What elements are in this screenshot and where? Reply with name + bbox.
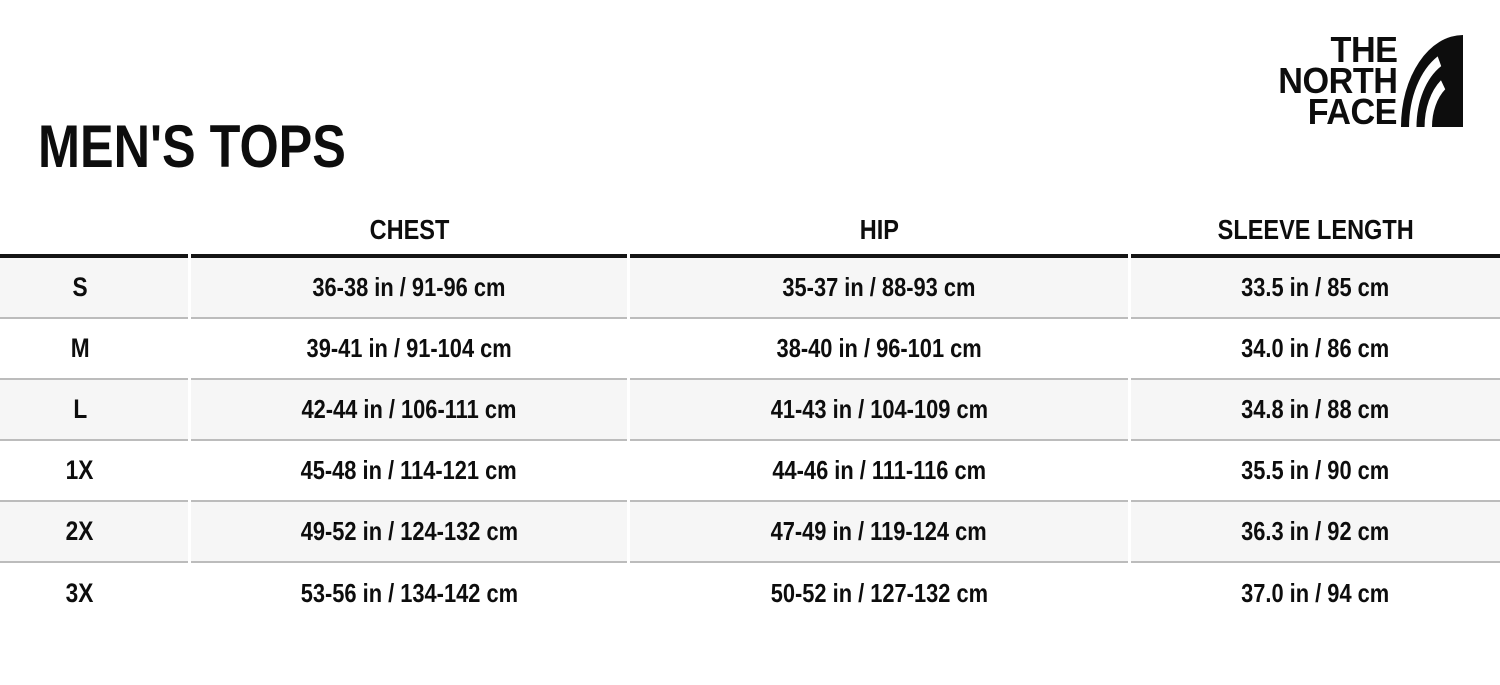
chest-value: 53-56 in / 134-142 cm [191,563,627,623]
hip-value: 38-40 in / 96-101 cm [630,319,1128,380]
brand-line-2: NORTH [1277,60,1398,101]
page-title: MEN'S TOPS [38,113,346,181]
half-dome-icon [1401,35,1463,127]
table-row: S 36-38 in / 91-96 cm 35-37 in / 88-93 c… [0,258,1500,319]
hip-value: 44-46 in / 111-116 cm [630,441,1128,502]
brand-line-3: FACE [1307,91,1398,132]
brand-logo: THE NORTH FACE [1272,29,1463,132]
hip-column-header: HIP [630,200,1128,258]
chest-value: 49-52 in / 124-132 cm [191,502,627,563]
size-column-header [0,200,188,258]
hip-value: 35-37 in / 88-93 cm [630,258,1128,319]
size-label: M [0,319,188,380]
hip-value: 41-43 in / 104-109 cm [630,380,1128,441]
table-header-row: CHEST HIP SLEEVE LENGTH [0,200,1500,258]
size-label: 3X [0,563,188,623]
sleeve-value: 34.8 in / 88 cm [1131,380,1500,441]
size-table-body: S 36-38 in / 91-96 cm 35-37 in / 88-93 c… [0,258,1500,623]
size-label: S [0,258,188,319]
table-row: L 42-44 in / 106-111 cm 41-43 in / 104-1… [0,380,1500,441]
size-chart-table: CHEST HIP SLEEVE LENGTH S 36-38 in / 91-… [0,200,1500,623]
chest-value: 42-44 in / 106-111 cm [191,380,627,441]
chest-value: 45-48 in / 114-121 cm [191,441,627,502]
sleeve-value: 35.5 in / 90 cm [1131,441,1500,502]
size-label: 1X [0,441,188,502]
brand-line-1: THE [1330,29,1397,70]
table-row: M 39-41 in / 91-104 cm 38-40 in / 96-101… [0,319,1500,380]
sleeve-value: 33.5 in / 85 cm [1131,258,1500,319]
chest-value: 39-41 in / 91-104 cm [191,319,627,380]
sleeve-value: 37.0 in / 94 cm [1131,563,1500,623]
chest-column-header: CHEST [191,200,627,258]
size-label: L [0,380,188,441]
brand-wordmark: THE NORTH FACE [1272,29,1398,132]
hip-value: 50-52 in / 127-132 cm [630,563,1128,623]
table-row: 1X 45-48 in / 114-121 cm 44-46 in / 111-… [0,441,1500,502]
table-row: 3X 53-56 in / 134-142 cm 50-52 in / 127-… [0,563,1500,623]
size-label: 2X [0,502,188,563]
sleeve-length-column-header: SLEEVE LENGTH [1131,200,1500,258]
sleeve-value: 34.0 in / 86 cm [1131,319,1500,380]
chest-value: 36-38 in / 91-96 cm [191,258,627,319]
table-row: 2X 49-52 in / 124-132 cm 47-49 in / 119-… [0,502,1500,563]
sleeve-value: 36.3 in / 92 cm [1131,502,1500,563]
hip-value: 47-49 in / 119-124 cm [630,502,1128,563]
